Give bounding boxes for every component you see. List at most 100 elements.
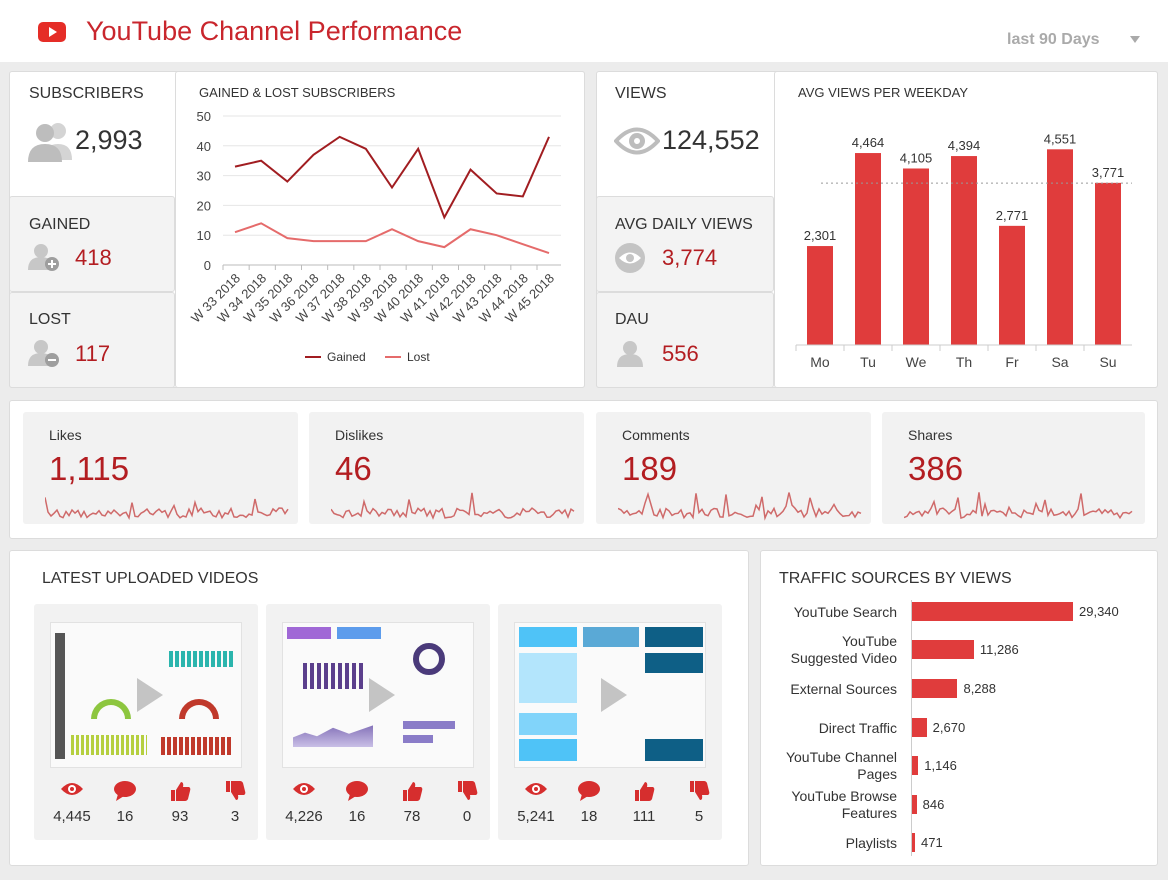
traffic-source-label: YouTube Suggested Video xyxy=(757,633,897,667)
bar-value-label: 4,464 xyxy=(852,135,885,150)
bar-value-label: 4,551 xyxy=(1044,131,1077,146)
x-tick-label: We xyxy=(906,354,927,370)
traffic-source-bar[interactable] xyxy=(912,718,927,737)
dislikes-card: Dislikes 46 xyxy=(309,412,584,524)
play-icon[interactable] xyxy=(137,678,163,712)
video-card[interactable] xyxy=(34,604,258,840)
y-tick-label: 0 xyxy=(204,258,211,273)
thumbs-down-icon xyxy=(226,781,246,800)
traffic-source-bar[interactable] xyxy=(912,602,1073,621)
page-title: YouTube Channel Performance xyxy=(86,16,463,46)
weekday-bar[interactable] xyxy=(1047,149,1073,345)
thumbnail-kpi xyxy=(337,627,381,639)
dau-value: 556 xyxy=(662,341,699,366)
x-tick-label: Su xyxy=(1099,354,1116,370)
traffic-source-label-line: Suggested Video xyxy=(790,650,897,666)
weekday-bar[interactable] xyxy=(999,225,1025,345)
traffic-source-label: YouTube Search xyxy=(757,604,897,621)
video-views-count: 4,226 xyxy=(285,808,323,825)
dau-panel xyxy=(596,292,774,388)
eye-circle-icon xyxy=(615,243,645,273)
comment-icon xyxy=(578,781,600,801)
video-thumbnail[interactable] xyxy=(50,622,242,768)
comment-icon xyxy=(346,781,368,801)
thumbnail-donut xyxy=(413,643,445,675)
thumbnail-kpi xyxy=(583,627,639,647)
video-views-count: 4,445 xyxy=(53,808,91,825)
play-icon[interactable] xyxy=(369,678,395,712)
thumbnail-panel xyxy=(519,653,577,703)
video-card[interactable] xyxy=(266,604,490,840)
subscribers-chart-title: GAINED & LOST SUBSCRIBERS xyxy=(199,85,396,100)
video-thumbnail[interactable] xyxy=(514,622,706,768)
weekday-bar[interactable] xyxy=(1095,182,1121,345)
traffic-axis xyxy=(911,600,912,856)
thumbs-up-icon xyxy=(635,782,655,801)
video-comments-count: 16 xyxy=(348,808,366,825)
thumbnail-bars xyxy=(161,737,231,755)
thumbnail-bars xyxy=(71,735,147,755)
likes-label: Likes xyxy=(49,427,82,443)
traffic-source-value: 846 xyxy=(922,797,945,812)
traffic-source-bar[interactable] xyxy=(912,756,919,775)
likes-card: Likes 1,115 xyxy=(23,412,298,524)
traffic-source-label-line: Playlists xyxy=(845,834,897,851)
video-dislikes-count: 3 xyxy=(230,808,240,825)
traffic-source-value: 29,340 xyxy=(1079,604,1119,619)
subscribers-label: SUBSCRIBERS xyxy=(29,85,144,102)
thumbnail-sidebar xyxy=(55,633,65,759)
header-bar xyxy=(0,0,1168,62)
thumbnail-gauge xyxy=(91,699,131,719)
thumbnail-kpi xyxy=(519,627,577,647)
thumbnail-kpi xyxy=(287,627,331,639)
video-card[interactable] xyxy=(498,604,722,840)
traffic-source-value: 1,146 xyxy=(924,758,957,773)
traffic-source-bar[interactable] xyxy=(912,679,958,698)
thumbnail-area xyxy=(293,725,373,747)
comments-label: Comments xyxy=(622,427,690,443)
traffic-source-bar[interactable] xyxy=(912,795,917,814)
sparkline-path xyxy=(618,491,862,521)
x-tick-label: Fr xyxy=(1005,354,1019,370)
lost-value: 117 xyxy=(75,341,111,366)
comments-value: 189 xyxy=(622,450,678,487)
legend-label[interactable]: Lost xyxy=(407,350,430,364)
video-likes-count: 111 xyxy=(632,808,656,825)
bar-value-label: 2,771 xyxy=(996,208,1029,223)
sparkline-path xyxy=(331,492,575,520)
traffic-source-label-line: Direct Traffic xyxy=(818,719,897,736)
traffic-source-bar[interactable] xyxy=(912,833,915,852)
play-icon[interactable] xyxy=(601,678,627,712)
views-value: 124,552 xyxy=(662,125,760,155)
traffic-source-label-line: YouTube Browse xyxy=(791,788,897,804)
traffic-source-label-line: YouTube xyxy=(841,633,897,649)
user-remove-icon xyxy=(28,340,59,367)
legend-label[interactable]: Gained xyxy=(327,350,366,364)
weekday-bar[interactable] xyxy=(807,246,833,345)
traffic-source-value: 2,670 xyxy=(932,720,966,735)
video-comments-count: 18 xyxy=(580,808,598,825)
video-dislikes-count: 0 xyxy=(462,808,472,825)
eye-icon xyxy=(614,127,660,155)
x-tick-label: Sa xyxy=(1051,354,1068,370)
thumbnail-kpi xyxy=(519,713,577,735)
traffic-source-value: 11,286 xyxy=(979,642,1019,657)
weekday-bar[interactable] xyxy=(855,153,881,345)
video-thumbnail[interactable] xyxy=(282,622,474,768)
weekday-bar[interactable] xyxy=(951,156,977,345)
thumbnail-gauge xyxy=(179,699,219,719)
video-comments-count: 16 xyxy=(116,808,134,825)
traffic-source-label: YouTube Browse Features xyxy=(757,788,897,822)
thumbs-down-icon xyxy=(690,781,710,800)
shares-sparkline xyxy=(904,492,1133,520)
weekday-bar[interactable] xyxy=(903,168,929,345)
shares-value: 386 xyxy=(908,450,964,487)
user-add-icon xyxy=(28,244,59,271)
x-tick-label: Th xyxy=(956,354,972,370)
traffic-source-bar[interactable] xyxy=(912,640,974,659)
lost-label: LOST xyxy=(29,311,71,328)
chevron-down-icon[interactable] xyxy=(1130,36,1140,43)
thumbs-down-icon xyxy=(458,781,478,800)
period-dropdown[interactable]: last 90 Days xyxy=(1007,31,1100,48)
